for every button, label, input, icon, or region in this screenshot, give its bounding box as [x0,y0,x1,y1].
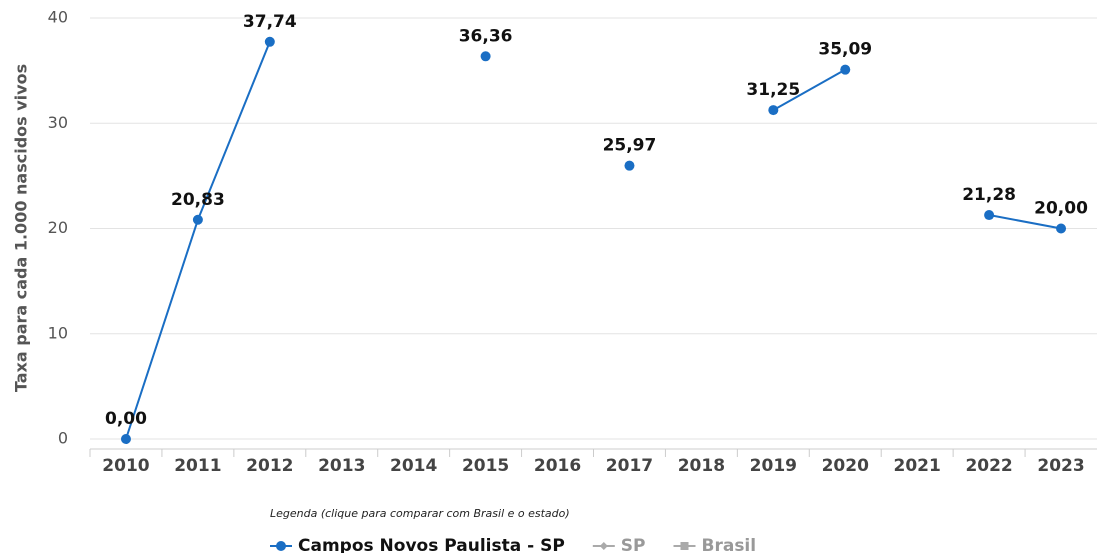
data-point [768,105,779,116]
data-label: 21,28 [962,185,1016,205]
y-tick-label: 40 [48,8,68,27]
data-point [192,214,203,225]
legend-marker [680,542,689,550]
y-tick-label: 0 [58,429,68,448]
y-tick-label: 10 [48,323,68,342]
x-tick-label: 2023 [1037,456,1084,476]
data-point [624,160,635,171]
data-point [1056,223,1067,234]
x-tick-label: 2013 [318,456,365,476]
legend-item[interactable]: Campos Novos Paulista - SP [270,536,565,556]
x-tick-label: 2011 [174,456,221,476]
data-label: 25,97 [603,136,657,156]
data-label: 0,00 [105,409,147,429]
x-tick-label: 2022 [965,456,1012,476]
legend-item[interactable]: SP [592,536,646,556]
x-tick-label: 2018 [678,456,725,476]
data-point [480,51,491,62]
series-line [125,41,1062,440]
y-tick-label: 30 [48,113,68,132]
data-label: 31,25 [746,80,800,100]
x-tick-label: 2020 [822,456,869,476]
data-point [840,64,851,75]
legend-item[interactable]: Brasil [673,536,757,556]
data-point [264,36,275,47]
x-tick-label: 2010 [102,456,149,476]
x-tick-label: 2017 [606,456,653,476]
x-tick-label: 2019 [750,456,797,476]
legend-label: Brasil [702,536,757,553]
x-tick-label: 2012 [246,456,293,476]
data-label: 36,36 [459,26,513,46]
data-label: 20,83 [171,190,225,210]
x-tick-label: 2016 [534,456,581,476]
y-axis-label: Taxa para cada 1.000 nascidos vivos [12,64,31,392]
x-tick-label: 2021 [894,456,941,476]
y-tick-label: 20 [48,218,68,237]
legend-marker [276,541,286,551]
legend-label: Campos Novos Paulista - SP [298,536,565,553]
x-tick-label: 2014 [390,456,437,476]
data-label: 37,74 [243,12,297,32]
x-tick-label: 2015 [462,456,509,476]
data-point [984,210,995,221]
data-label: 20,00 [1034,199,1088,219]
legend-label: SP [621,536,646,553]
data-label: 35,09 [818,40,872,60]
legend-note: Legenda (clique para comparar com Brasil… [270,507,570,520]
data-point [120,434,131,444]
legend-marker [599,542,608,550]
